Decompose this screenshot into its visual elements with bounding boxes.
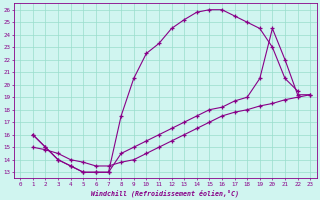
X-axis label: Windchill (Refroidissement éolien,°C): Windchill (Refroidissement éolien,°C) xyxy=(91,189,239,197)
